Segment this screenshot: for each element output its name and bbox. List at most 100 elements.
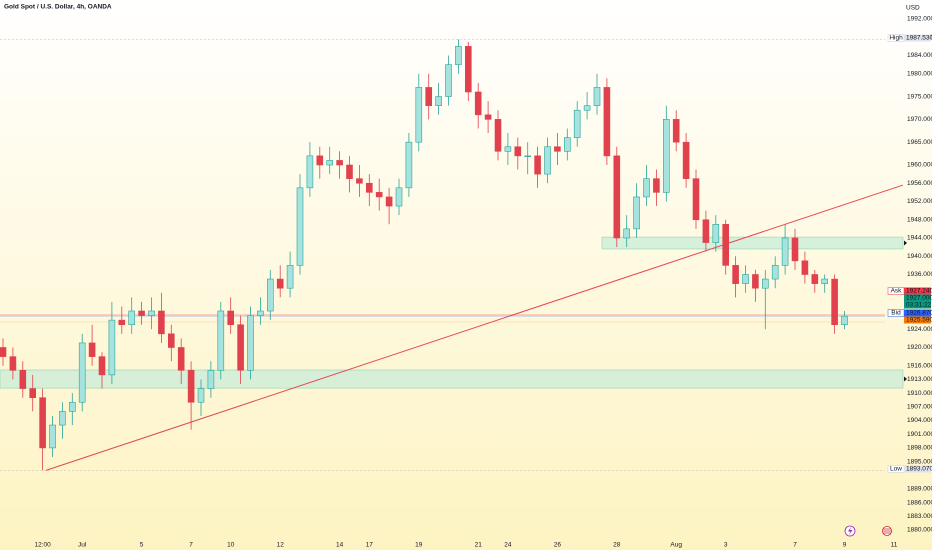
flag-stripes bbox=[883, 528, 891, 534]
candle-body bbox=[69, 401, 76, 412]
price-label-value: 1926.870 bbox=[906, 310, 932, 317]
candle-body bbox=[563, 137, 571, 152]
candle-body bbox=[554, 146, 561, 152]
candle-body bbox=[98, 356, 106, 376]
x-tick-label: 28 bbox=[613, 542, 621, 549]
x-tick-label: 7 bbox=[793, 542, 797, 549]
candle-body bbox=[197, 388, 205, 403]
alert-bolt bbox=[848, 527, 853, 535]
price-label-box bbox=[904, 287, 931, 295]
candle-body bbox=[59, 411, 66, 426]
price-label-box bbox=[904, 465, 931, 473]
x-tick-label: 3 bbox=[724, 542, 728, 549]
x-tick-label: 9 bbox=[843, 542, 847, 549]
candle-body bbox=[336, 160, 343, 166]
zone-arrow bbox=[904, 376, 907, 382]
y-tick-label: 1904.000 bbox=[907, 417, 932, 424]
x-tick-label: 14 bbox=[336, 542, 344, 549]
candle-body bbox=[801, 260, 809, 275]
candle-body bbox=[177, 347, 185, 371]
price-label-name: Low bbox=[890, 466, 902, 473]
candle-body bbox=[326, 160, 334, 166]
candle-body bbox=[692, 178, 700, 221]
candle-body bbox=[266, 278, 274, 312]
candle-body bbox=[811, 274, 819, 284]
y-tick-label: 1992.000 bbox=[907, 16, 932, 23]
candle-body bbox=[742, 274, 749, 284]
y-tick-label: 1907.000 bbox=[907, 404, 932, 411]
candle-body bbox=[623, 228, 631, 239]
zone bbox=[0, 369, 904, 389]
x-tick-label: 10 bbox=[227, 542, 235, 549]
y-tick-label: 1910.000 bbox=[907, 390, 932, 397]
candle-body bbox=[346, 164, 353, 179]
chart-title: Gold Spot / U.S. Dollar, 4h, OANDA bbox=[4, 4, 112, 11]
candle-body bbox=[187, 370, 195, 403]
candle-body bbox=[593, 87, 601, 106]
timer-box bbox=[904, 301, 931, 309]
y-tick-label: 1984.000 bbox=[907, 52, 932, 59]
candle-body bbox=[29, 388, 37, 398]
y-tick-label: 1975.000 bbox=[907, 93, 932, 100]
y-tick-label: 1916.000 bbox=[907, 362, 932, 369]
candle-body bbox=[148, 310, 155, 316]
x-tick-label: Jul bbox=[78, 542, 87, 549]
candle-body bbox=[19, 370, 27, 389]
candle-body bbox=[702, 219, 710, 243]
candle-body bbox=[365, 182, 373, 193]
y-tick-label: 1901.000 bbox=[907, 431, 932, 438]
candle-body bbox=[425, 87, 433, 106]
price-label-box bbox=[904, 309, 931, 317]
y-tick-label: 1948.000 bbox=[907, 216, 932, 223]
candle-body bbox=[761, 278, 769, 289]
price-label-value: 1927.240 bbox=[906, 288, 932, 295]
currency: USD bbox=[906, 5, 920, 12]
x-tick-label: 19 bbox=[415, 542, 423, 549]
candle-body bbox=[821, 278, 829, 284]
y-tick-label: 1886.000 bbox=[907, 499, 932, 506]
x-tick-label: 12 bbox=[277, 542, 285, 549]
price-label-name: Ask bbox=[891, 288, 903, 295]
candle-body bbox=[88, 342, 96, 357]
y-tick-label: 1913.000 bbox=[907, 376, 932, 383]
x-tick-label: 12:00 bbox=[34, 542, 51, 549]
timer-text: 03:31:22 bbox=[906, 302, 932, 309]
candle-body bbox=[682, 141, 690, 179]
candle-body bbox=[158, 310, 165, 335]
candle-body bbox=[118, 319, 126, 325]
price-label-name: High bbox=[889, 35, 903, 42]
y-tick-label: 1980.000 bbox=[907, 70, 932, 77]
x-tick-label: 21 bbox=[475, 542, 483, 549]
candle-body bbox=[415, 87, 423, 143]
candle-body bbox=[0, 347, 7, 357]
candle-body bbox=[217, 310, 225, 371]
candle-body bbox=[168, 333, 175, 348]
candle-body bbox=[9, 356, 17, 371]
candle-body bbox=[128, 310, 135, 325]
price-label-name: Bid bbox=[891, 310, 901, 317]
candle-body bbox=[732, 265, 739, 284]
candle-body bbox=[643, 178, 650, 198]
price-label-value: 1987.530 bbox=[906, 35, 932, 42]
candle-body bbox=[633, 196, 640, 230]
candle-body bbox=[405, 141, 413, 189]
y-tick-label: 1883.000 bbox=[907, 513, 932, 520]
y-tick-label: 1965.000 bbox=[907, 139, 932, 146]
candle-body bbox=[108, 319, 116, 376]
price-label-value: 1925.590 bbox=[906, 317, 932, 324]
candle-body bbox=[653, 178, 660, 193]
candle-body bbox=[207, 370, 215, 389]
candle-body bbox=[791, 237, 799, 262]
candle-body bbox=[286, 265, 294, 289]
candle-body bbox=[464, 46, 472, 93]
candle-body bbox=[227, 310, 234, 325]
x-tick-label: Aug bbox=[670, 542, 682, 549]
candle-body bbox=[534, 155, 541, 175]
candle-body bbox=[138, 310, 145, 316]
x-tick-label: 11 bbox=[891, 542, 898, 549]
candle-body bbox=[237, 324, 244, 371]
y-tick-label: 1940.000 bbox=[907, 253, 932, 260]
y-tick-label: 1880.000 bbox=[907, 527, 932, 534]
candle-body bbox=[385, 196, 393, 207]
